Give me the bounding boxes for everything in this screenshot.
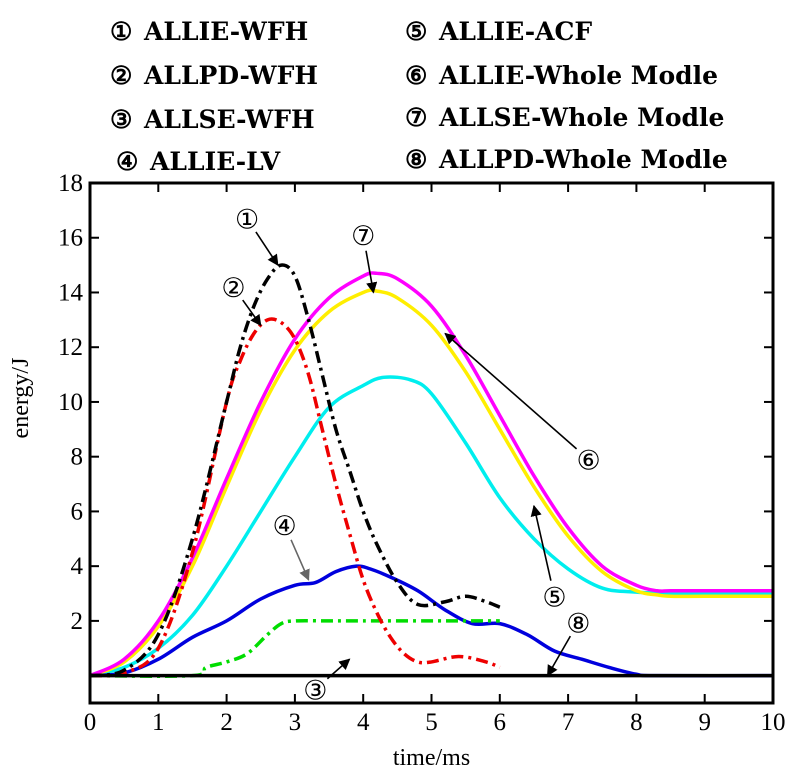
- y-tick-label: 10: [58, 389, 83, 416]
- y-axis-label: energy/J: [8, 358, 34, 439]
- y-tick-label: 8: [71, 444, 84, 471]
- annotation-marker: ③: [303, 675, 327, 706]
- series-line-s4: [89, 564, 774, 678]
- x-tick-label: 3: [289, 709, 302, 736]
- legend-label: ALLIE-WFH: [143, 17, 308, 46]
- y-tick-label: 6: [71, 498, 84, 525]
- legend-label: ALLIE-Whole Modle: [438, 61, 718, 90]
- annotation-marker: ⑤: [542, 582, 566, 613]
- legend-marker: ⑧: [405, 145, 427, 174]
- x-tick-label: 9: [698, 709, 711, 736]
- y-tick-label: 4: [71, 553, 84, 580]
- series-line-s7: [89, 288, 773, 678]
- annotation-arrow: [444, 332, 578, 450]
- legend-label: ALLSE-Whole Modle: [438, 103, 724, 132]
- y-tick-label: 18: [58, 170, 83, 197]
- legend-label: ALLIE-ACF: [438, 17, 592, 46]
- annotation-marker: ⑦: [351, 221, 375, 252]
- legend-item: ① ALLIE-WFH: [110, 17, 308, 46]
- legend-marker: ③: [110, 105, 132, 134]
- legend-label: ALLPD-Whole Modle: [438, 145, 728, 174]
- annotation-arrow: [326, 658, 351, 680]
- annotation-layer: ① ② ③ ④ ⑤ ⑥ ⑦ ⑧: [221, 205, 600, 707]
- series-layer: [89, 263, 774, 678]
- annotation-arrow: [546, 635, 572, 677]
- annotation-marker: ⑥: [576, 445, 600, 476]
- x-tick-label: 5: [425, 709, 438, 736]
- x-tick-label: 4: [357, 709, 370, 736]
- legend-item: ⑥ ALLIE-Whole Modle: [405, 61, 718, 90]
- legend-item: ② ALLPD-WFH: [110, 61, 318, 90]
- x-tick-label: 1: [152, 709, 165, 736]
- annotation-marker: ⑧: [566, 608, 590, 639]
- legend-marker: ⑥: [405, 61, 427, 90]
- legend-marker: ④: [116, 147, 138, 176]
- plot-frame: [88, 181, 775, 705]
- legend-item: ④ ALLIE-LV: [116, 147, 281, 176]
- annotation-marker: ②: [221, 273, 245, 304]
- x-tick-label: 0: [84, 709, 97, 736]
- y-tick-label: 14: [58, 279, 84, 306]
- legend-item: ⑧ ALLPD-Whole Modle: [405, 145, 728, 174]
- x-tick-label: 6: [494, 709, 507, 736]
- y-tick-label: 2: [71, 608, 84, 635]
- annotation-arrow: [530, 504, 552, 581]
- legend-label: ALLSE-WFH: [143, 105, 315, 134]
- series-line-s5: [89, 375, 773, 678]
- x-tick-label: 10: [761, 709, 786, 736]
- legend-item: ⑦ ALLSE-Whole Modle: [405, 103, 724, 132]
- series-line-s1: [89, 263, 501, 678]
- annotation-marker: ④: [273, 511, 297, 542]
- annotation-arrow: [365, 250, 378, 294]
- y-tick-label: 16: [58, 225, 83, 252]
- legend-item: ③ ALLSE-WFH: [110, 105, 315, 134]
- annotation-arrow: [242, 299, 262, 327]
- legend-label: ALLIE-LV: [149, 147, 281, 176]
- y-tick-label: 12: [58, 334, 83, 361]
- annotation-marker: ①: [235, 205, 259, 236]
- legend-label: ALLPD-WFH: [143, 61, 318, 90]
- legend-marker: ⑦: [405, 103, 427, 132]
- legend-marker: ⑤: [405, 17, 427, 46]
- series-line-s2: [89, 317, 501, 678]
- x-tick-label: 2: [220, 709, 233, 736]
- legend-marker: ②: [110, 61, 132, 90]
- x-tick-label: 8: [630, 709, 643, 736]
- x-tick-label: 7: [562, 709, 575, 736]
- annotation-arrow: [290, 539, 310, 581]
- legend-marker: ①: [110, 17, 132, 46]
- series-line-s3: [89, 618, 500, 678]
- legend-item: ⑤ ALLIE-ACF: [405, 17, 592, 46]
- x-axis-label: time/ms: [393, 745, 470, 771]
- annotation-arrow: [255, 231, 279, 267]
- series-line-s6: [89, 271, 773, 678]
